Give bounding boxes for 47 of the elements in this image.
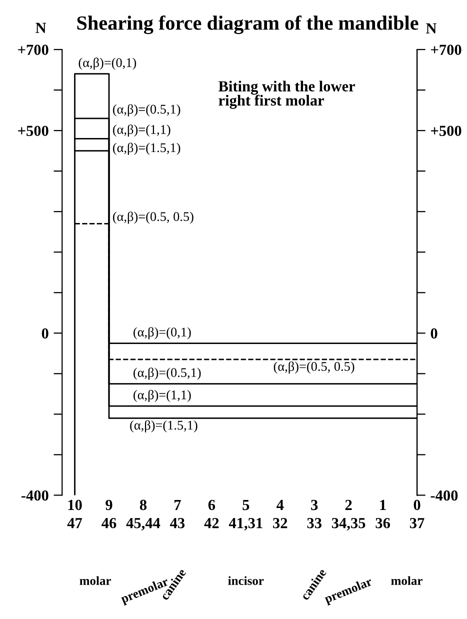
annotation: (α,β)=(1.5,1) bbox=[113, 142, 180, 155]
y-tick-label: -400 bbox=[21, 490, 48, 501]
x-tick-label: 5 bbox=[242, 500, 250, 510]
y2-tick-label: 0 bbox=[430, 328, 438, 339]
text: incisor bbox=[228, 576, 264, 585]
y-tick-label: 0 bbox=[42, 328, 48, 339]
y-tick-label: +700 bbox=[18, 44, 48, 55]
x-tick-label: 3 bbox=[311, 500, 318, 510]
annotation: (α,β)=(0.5,1) bbox=[134, 368, 201, 380]
annotation: (α,β)=(0.5, 0.5) bbox=[274, 361, 354, 374]
text: 42 bbox=[204, 518, 219, 528]
text: 47 bbox=[67, 518, 82, 528]
annotation: (α,β)=(0.5,1) bbox=[113, 104, 180, 116]
text: 37 bbox=[410, 518, 424, 528]
x-tick-label: 8 bbox=[140, 500, 147, 510]
text: molar bbox=[80, 576, 112, 585]
x-tick-label: 4 bbox=[276, 500, 284, 510]
x-tick-label: 6 bbox=[208, 500, 216, 510]
annotation: (α,β)=(0.5, 0.5) bbox=[113, 212, 194, 224]
text: 43 bbox=[170, 518, 185, 528]
x-tick-label: 9 bbox=[106, 500, 112, 510]
text: 36 bbox=[376, 518, 390, 528]
annotation: (α,β)=(0,1) bbox=[78, 58, 136, 70]
text: molar bbox=[391, 576, 422, 585]
text: 46 bbox=[102, 518, 116, 528]
chart-title: Shearing force diagram of the mandible bbox=[77, 15, 418, 34]
annotation: (α,β)=(1,1) bbox=[134, 390, 191, 402]
annotation: Biting with the lower right first molar bbox=[218, 80, 356, 109]
y-axis-title: N bbox=[36, 22, 46, 33]
x-tick-label: 7 bbox=[174, 500, 181, 510]
y2-axis-title: N bbox=[426, 23, 437, 34]
annotation: (α,β)=(0,1) bbox=[134, 327, 191, 340]
annotation: (α,β)=(1.5,1) bbox=[130, 420, 198, 432]
text: 34,35 bbox=[332, 518, 366, 530]
y2-tick-label: +500 bbox=[431, 126, 462, 136]
x-tick-label: 0 bbox=[414, 500, 420, 510]
y2-tick-label: -400 bbox=[430, 490, 458, 501]
text: 32 bbox=[273, 518, 288, 528]
text: 41,31 bbox=[228, 518, 262, 530]
y2-tick-label: +700 bbox=[431, 44, 462, 55]
x-tick-label: 1 bbox=[380, 500, 386, 510]
y-tick-label: +500 bbox=[18, 126, 48, 136]
x-tick-label: 2 bbox=[345, 500, 352, 510]
text: 33 bbox=[307, 518, 322, 528]
annotation: (α,β)=(1,1) bbox=[113, 124, 170, 137]
x-tick-label: 10 bbox=[68, 500, 82, 510]
text: 45,44 bbox=[126, 518, 160, 530]
